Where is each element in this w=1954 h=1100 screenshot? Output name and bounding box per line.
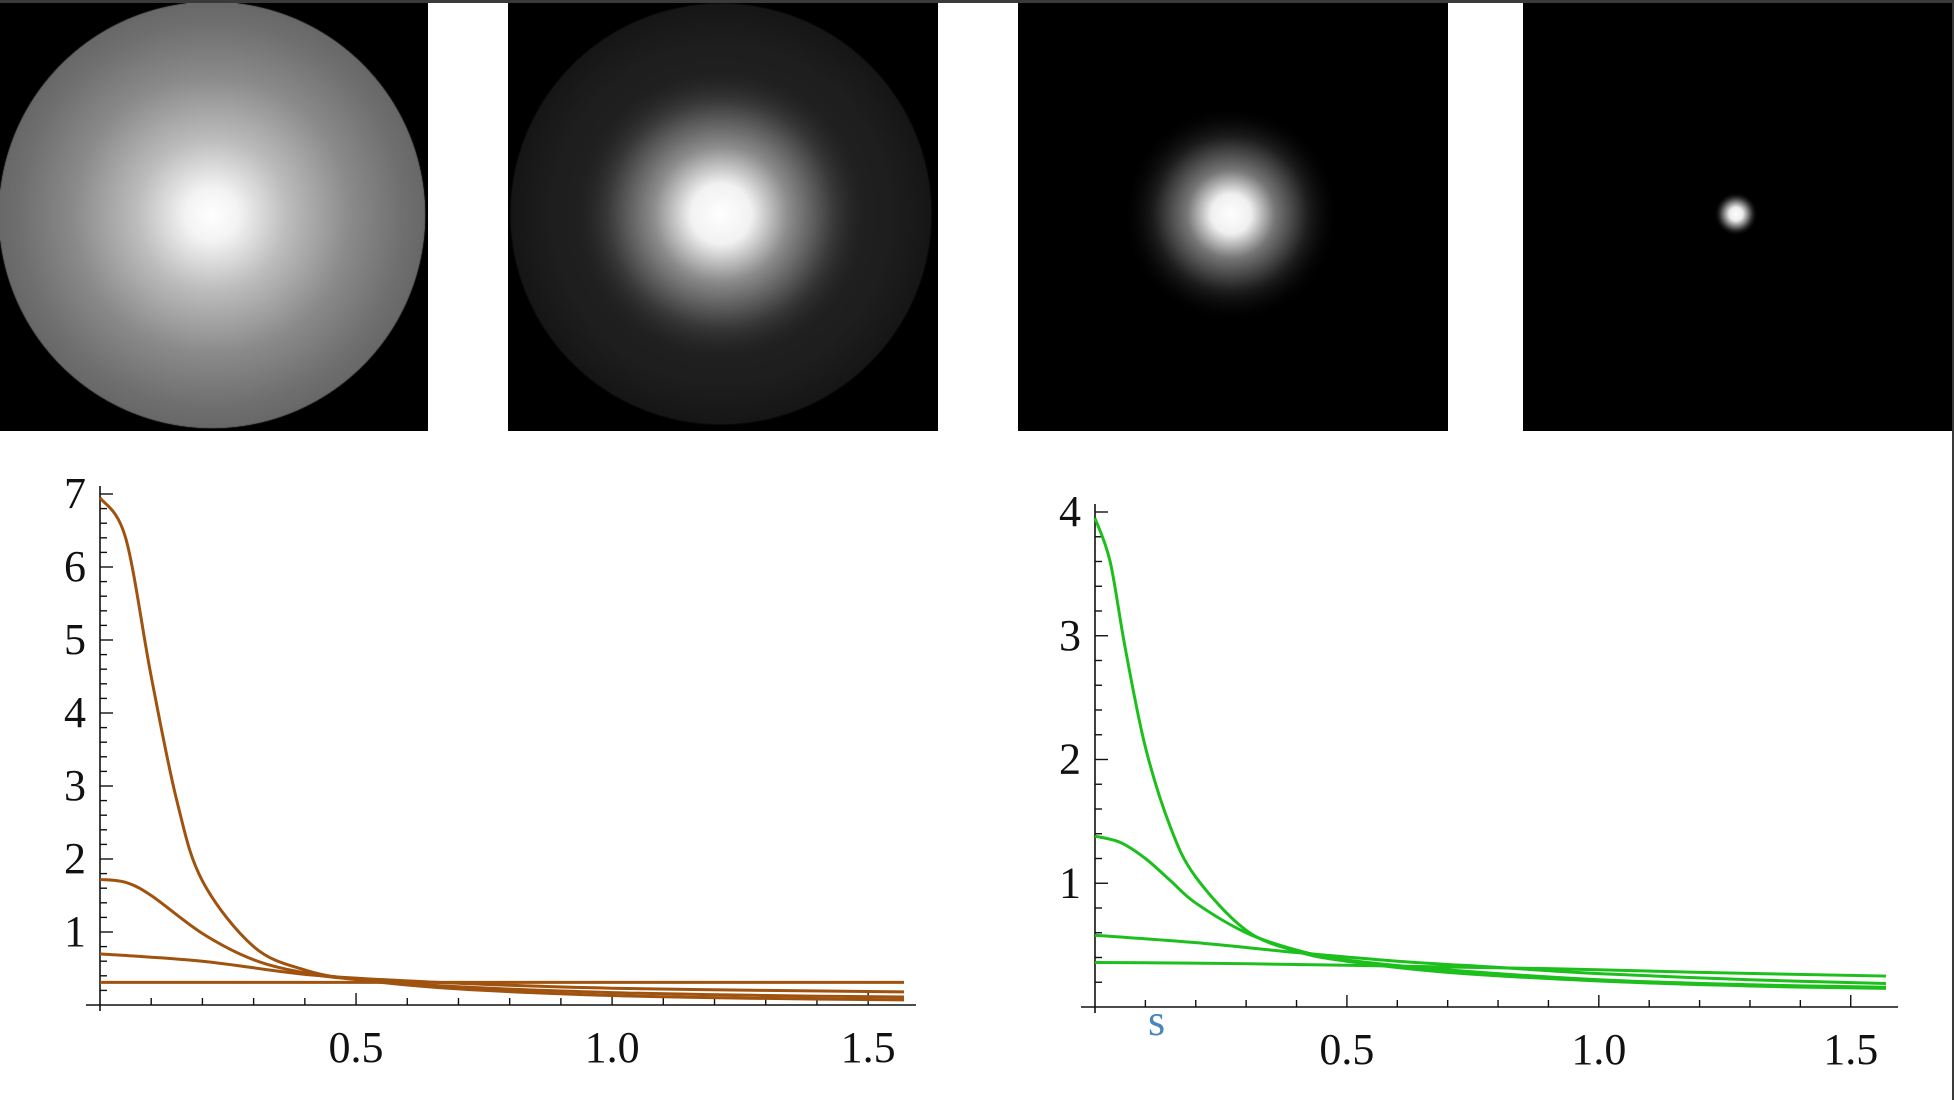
intensity-image-4 <box>1523 3 1952 431</box>
brown-chart-x-tick-label: 0.5 <box>329 1023 384 1072</box>
green-chart-y-tick-label: 1 <box>1059 858 1081 907</box>
brown-chart-y-tick-label: 3 <box>64 761 86 810</box>
green-chart-x-tick-label: 1.0 <box>1571 1025 1626 1074</box>
green-chart-y-tick-label: 3 <box>1059 611 1081 660</box>
green-chart-series-4-line <box>1094 960 1887 978</box>
green-chart-y-tick-label: 2 <box>1059 735 1081 784</box>
brown-chart-y-tick-label: 4 <box>64 688 86 737</box>
right-border <box>1952 0 1954 1100</box>
intensity-image-2 <box>508 3 938 431</box>
brown-chart-y-tick-label: 1 <box>64 907 86 956</box>
brown-chart-series-1-line <box>98 496 905 1002</box>
green-line-chart: 0.5 1.0 1.5 1 2 3 4 s <box>1059 487 1898 1074</box>
green-chart-series-1-line <box>1093 517 1887 990</box>
top-border <box>0 0 1954 3</box>
brown-chart-y-tick-label: 5 <box>64 615 86 664</box>
green-chart-y-tick-label: 4 <box>1059 487 1081 536</box>
brown-chart-x-tick-label: 1.0 <box>585 1023 640 1072</box>
stray-mark: s <box>1148 996 1165 1045</box>
brown-line-chart: 0.5 1.0 1.5 1 2 3 4 5 6 7 <box>64 470 916 1072</box>
intensity-panel-4 <box>1523 3 1952 431</box>
brown-chart-x-tick-label: 1.5 <box>841 1023 896 1072</box>
intensity-image-3 <box>1018 3 1448 431</box>
intensity-panel-2 <box>508 3 938 431</box>
green-chart-x-tick-label: 0.5 <box>1319 1025 1374 1074</box>
brown-chart-series-3-line <box>99 952 905 994</box>
brown-chart-y-tick-label: 2 <box>64 834 86 883</box>
green-chart-series-3-line <box>1094 933 1887 985</box>
brown-chart-series-2-line <box>99 877 905 999</box>
intensity-image-1 <box>0 3 428 431</box>
brown-chart-y-tick-label: 7 <box>64 470 86 518</box>
intensity-panel-3 <box>1018 3 1448 431</box>
brown-chart-y-tick-label: 6 <box>64 542 86 591</box>
intensity-panel-1 <box>0 3 428 431</box>
green-chart-x-tick-label: 1.5 <box>1823 1025 1878 1074</box>
